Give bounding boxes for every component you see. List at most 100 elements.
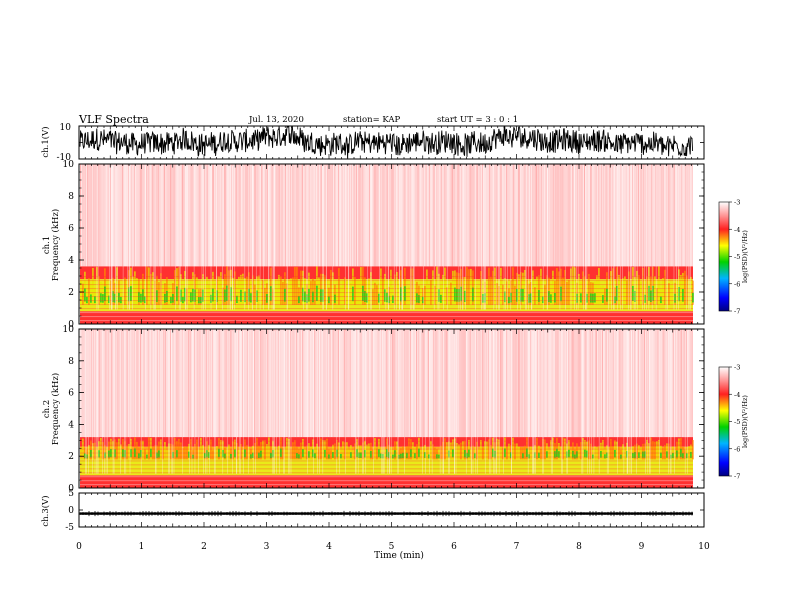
ch1-spectrogram-speckle	[402, 164, 404, 267]
ch2-spectrogram-speckle	[604, 329, 606, 438]
ch1-spectrogram-speckle	[609, 164, 611, 267]
ch1-spectrogram-texture	[448, 286, 450, 305]
ch1-spectrogram-speckle	[645, 164, 647, 267]
ch1-spectrogram-speckle	[88, 164, 90, 267]
ch1-spectrogram-panel: 0 2 4 6 8 10	[63, 160, 705, 330]
ch1-spectrogram-speckle	[208, 164, 210, 267]
ch1-spectrogram-speckle	[83, 164, 85, 267]
ch1-spectrogram-texture	[392, 295, 394, 303]
ch1-spectrogram-speckle	[520, 164, 522, 267]
ch2-spectrogram-speckle	[326, 329, 327, 438]
ch2-spectrogram-speckle	[192, 329, 194, 438]
ch2-spectrogram-texture	[80, 447, 82, 460]
ch1-spectrogram-speckle	[287, 164, 289, 267]
ch2-spectrogram-speckle	[246, 329, 248, 438]
ch1-spectrogram-speckle	[236, 164, 237, 267]
ch1-spectrogram-speckle	[191, 164, 193, 267]
ch1-spectrogram-speckle	[358, 164, 360, 267]
ch1-spectrogram-texture	[498, 285, 500, 305]
ch1-spectrogram-speckle	[670, 164, 672, 267]
ch2-spectrogram-speckle	[466, 329, 468, 438]
ch2-spectrogram-speckle	[135, 329, 137, 438]
ch1-spectrogram-speckle	[388, 164, 390, 267]
ch2-spectrogram-speckle	[480, 329, 482, 438]
ch2-spectrogram-speckle	[227, 329, 229, 438]
ch2-spectrogram-speckle	[689, 329, 691, 438]
ch1-spectrogram-texture	[562, 277, 564, 305]
ch2-spectrogram-speckle	[270, 329, 272, 438]
ch2-spectrogram-texture	[528, 454, 530, 459]
ch1-spectrogram-speckle	[95, 164, 97, 267]
ch2-spectrogram-speckle	[570, 329, 572, 438]
ch1-spectrogram-speckle	[581, 164, 583, 267]
ch2-spectrogram-texture	[548, 449, 550, 460]
ch2-spectrogram-texture	[536, 437, 538, 460]
ch2-spectrogram-speckle	[226, 329, 228, 438]
ch1-spectrogram-texture	[130, 286, 132, 302]
ch1-spectrogram-speckle	[137, 164, 139, 267]
ch1-spectrogram-texture	[360, 267, 362, 305]
ch2-spectrogram-speckle	[495, 329, 497, 438]
ch2-spectrogram-texture	[562, 437, 564, 460]
ch2-spectrogram-speckle	[482, 329, 483, 438]
ch1-spectrogram-texture	[222, 287, 224, 305]
ch2-spectrogram-speckle	[297, 329, 299, 438]
ch1-spectrogram-speckle	[466, 164, 468, 267]
ch1-spectrogram-speckle	[447, 164, 449, 267]
ch1-spectrogram-speckle	[233, 164, 235, 267]
ch2-spectrogram-speckle	[531, 329, 533, 438]
ch2-spectrogram-texture	[682, 453, 684, 459]
ch2-spectrogram-speckle	[182, 329, 183, 438]
ch2-spectrogram-speckle	[483, 329, 485, 438]
ch1-spectrogram-speckle	[195, 164, 197, 267]
ch1-spectrogram-speckle	[642, 164, 644, 267]
ch1-spectrogram-speckle	[155, 164, 157, 267]
ch1-spectrogram-texture	[398, 283, 400, 305]
ch1-spectrogram-speckle	[436, 164, 438, 267]
ch1-spectrogram-speckle	[128, 164, 129, 267]
ch2-spectrogram-speckle	[251, 329, 253, 438]
ch1-spectrogram-texture	[502, 284, 504, 305]
ch1-spectrogram-texture	[166, 290, 168, 303]
ch2-spectrogram-speckle	[88, 329, 90, 438]
ch2-spectrogram-speckle	[530, 329, 531, 438]
ch2-spectrogram-speckle	[232, 329, 234, 438]
ch2-spectrogram-speckle	[567, 329, 569, 438]
ch1-spectrogram-texture	[516, 288, 518, 302]
ch2-spectrogram-texture	[540, 448, 542, 460]
ch2-spectrogram-speckle	[81, 329, 83, 438]
ch1-spectrogram-speckle	[477, 164, 479, 267]
ch2-spectrogram-speckle	[465, 329, 467, 438]
ch1-spectrogram-speckle	[140, 164, 141, 267]
ch1-spectrogram-speckle	[682, 164, 684, 267]
ch1-spectrogram-speckle	[336, 164, 338, 267]
ch2-spectrogram-speckle	[640, 329, 642, 438]
ch1-wave-ymin: -10	[57, 153, 72, 163]
ch2-spectrogram-texture	[120, 444, 122, 460]
ch1-spectrogram-texture	[534, 287, 536, 305]
ch1-spectrogram-speckle	[99, 164, 101, 267]
ch1-spectrogram-texture	[588, 273, 590, 305]
ch2-spectrogram-speckle	[580, 329, 582, 438]
ch2-spectrogram-speckle	[666, 329, 668, 438]
ch2-spectrogram-texture	[284, 448, 286, 460]
ch2-spectrogram-speckle	[384, 329, 386, 438]
ch2-spectrogram-speckle	[261, 329, 263, 438]
ch1-spectrogram-speckle	[269, 164, 271, 267]
ch1-spectrogram-speckle	[143, 164, 145, 267]
ch1-spectrogram-speckle	[678, 164, 680, 267]
ch2-spectrogram-speckle	[597, 329, 599, 438]
ch2-spectrogram-speckle	[464, 329, 465, 438]
ch2-spectrogram-speckle	[418, 329, 420, 438]
ch2-spectrogram-texture	[244, 449, 246, 458]
ch1-spectrogram-speckle	[662, 164, 663, 267]
ch1-spectrogram-texture	[82, 283, 84, 305]
ch1-spectrogram-texture	[124, 277, 126, 305]
ch1-spectrogram-texture	[262, 280, 264, 305]
ch2-spectrogram-speckle	[117, 329, 119, 438]
ch1-spectrogram-speckle	[440, 164, 441, 267]
colorbar-label: log(PSD)(V²/Hz)	[741, 230, 749, 283]
ch1-spectrogram-speckle	[442, 164, 444, 267]
ch2-spectrogram-speckle	[272, 329, 273, 438]
ch2-spectrogram-texture	[684, 449, 686, 460]
